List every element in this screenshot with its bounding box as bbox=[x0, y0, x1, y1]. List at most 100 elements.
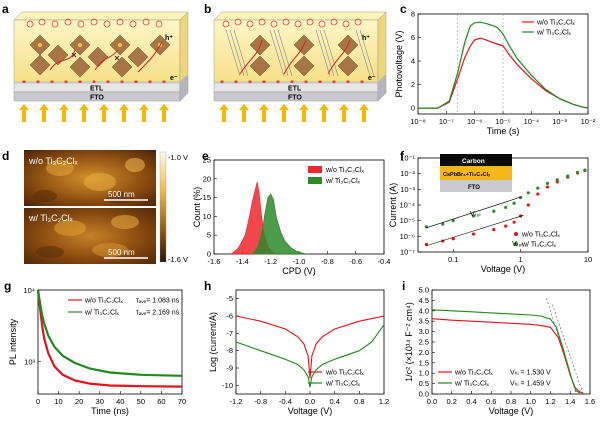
legend-label: w/ Ti₃C₂Clₓ bbox=[454, 381, 490, 388]
vtfl-label-with: Vₜₒₗ bbox=[470, 211, 481, 218]
y-axis-label: Count (%) bbox=[192, 187, 202, 228]
y-tick-label: 25 bbox=[203, 156, 211, 165]
series-line-with bbox=[418, 21, 589, 109]
x-tick-label: 40 bbox=[116, 397, 124, 406]
panel-g-frame bbox=[37, 289, 183, 395]
inset-carbon-layer bbox=[440, 154, 512, 166]
inset-carbon-label: Carbon bbox=[462, 158, 485, 165]
data-point-without bbox=[512, 220, 516, 224]
y-tick-label: 2.0 bbox=[419, 348, 429, 357]
inset-perovskite-layer bbox=[440, 166, 512, 180]
data-point-with bbox=[555, 178, 559, 182]
scalebar-top-label: 500 nm bbox=[108, 190, 135, 199]
x-axis-label: Voltage (V) bbox=[288, 406, 333, 416]
charge-paths-b bbox=[239, 39, 351, 75]
x-tick-label: 10⁻⁷ bbox=[439, 117, 454, 126]
y-tick-label: 10⁻⁷ bbox=[400, 248, 415, 257]
y-tick-label: 0.0 bbox=[419, 390, 429, 399]
y-axis-label: Photovoltage (V) bbox=[394, 30, 404, 97]
box-side-face-b bbox=[377, 11, 387, 83]
y-tick-label: 15 bbox=[203, 193, 211, 202]
y-tick-label: 10⁻⁶ bbox=[400, 232, 415, 241]
series-area-with bbox=[251, 193, 308, 255]
y-tick-label: 1.0 bbox=[419, 369, 429, 378]
data-point-with bbox=[471, 214, 476, 218]
x-tick-label: -1.4 bbox=[236, 257, 249, 266]
legend-label: w/o Ti₃C₂Clₓ bbox=[536, 20, 576, 27]
legend-swatch bbox=[308, 177, 322, 184]
data-point-with bbox=[566, 174, 570, 178]
light-arrows-b bbox=[219, 104, 369, 122]
y-tick-label: 3.5 bbox=[419, 317, 429, 326]
x-tick-label: 10⁻⁵ bbox=[495, 117, 510, 126]
legend-label: w/ Ti₃C₂Clₓ bbox=[521, 242, 557, 249]
y-tick-label: 5.0 bbox=[419, 286, 429, 295]
y-tick-label: 10⁻⁵ bbox=[400, 216, 415, 225]
y-tick-label: 10³ bbox=[24, 357, 35, 366]
panel-letter-d: d bbox=[2, 149, 9, 163]
y-tick-label: 10 bbox=[203, 212, 211, 221]
mxene-sheets bbox=[225, 29, 375, 77]
vbi-label: Vₕᵢ = 1.530 V bbox=[510, 370, 551, 377]
x-axis-label: CPD (V) bbox=[282, 266, 316, 276]
legend-marker bbox=[514, 242, 518, 246]
x-tick-label: 0.2 bbox=[447, 397, 457, 406]
y-tick-label: -7 bbox=[226, 329, 233, 338]
colorbar-max: -1.0 V bbox=[168, 153, 188, 162]
y-tick-label: -8 bbox=[226, 346, 233, 355]
chart-panel-c: c 10⁻⁸ 10⁻⁷ 10⁻⁶ 10⁻⁵ 10⁻⁴ 10⁻³ 10⁻² 0 2 4 6 8 w/o Ti… bbox=[394, 2, 596, 136]
series-line-without bbox=[418, 37, 589, 109]
legend-label: w/ Ti₃C₂Clₓ bbox=[325, 178, 361, 185]
panel-letter-f: f bbox=[400, 149, 405, 163]
panel-d-kpfm-maps: d w/o Ti₃C₂Clₓ 500 nm w/ Ti₃C₂Clₓ 500 nm… bbox=[2, 149, 188, 264]
x-axis-label: Time (ns) bbox=[91, 406, 129, 416]
vbi-label: Vₕᵢ = 1.459 V bbox=[510, 381, 551, 388]
y-tick-label: 0 bbox=[411, 104, 415, 113]
x-tick-label: 20 bbox=[75, 397, 83, 406]
perovskite-layer-b bbox=[213, 19, 379, 83]
x-tick-label: -1.6 bbox=[208, 257, 221, 266]
data-point-without bbox=[526, 203, 530, 207]
data-point-with bbox=[526, 191, 530, 195]
data-point-with bbox=[504, 205, 508, 210]
substrate-side-b bbox=[377, 74, 387, 102]
afm-grains-bottom bbox=[36, 215, 139, 258]
y-tick-label: 10⁴ bbox=[23, 286, 35, 295]
data-point-without bbox=[471, 232, 476, 236]
etl-label-b: ETL bbox=[288, 86, 302, 93]
panel-letter-i: i bbox=[402, 279, 405, 293]
y-tick-label: 10⁻¹ bbox=[400, 154, 415, 163]
charge-paths bbox=[49, 41, 163, 73]
electron-label-a: e⁻ bbox=[170, 75, 178, 82]
data-point-without bbox=[492, 227, 496, 232]
y-tick-label: 4 bbox=[411, 57, 415, 66]
ohmic-fit-line-without bbox=[426, 215, 524, 247]
x-tick-label: 10⁻⁶ bbox=[467, 117, 482, 126]
data-point-with bbox=[575, 170, 580, 175]
legend-label: w/o Ti₃C₂Clₓ bbox=[325, 370, 365, 377]
x-tick-label: -0.4 bbox=[279, 397, 292, 406]
hole-label-a: h⁺ bbox=[165, 35, 173, 42]
data-point-with bbox=[545, 181, 550, 185]
legend-swatch bbox=[308, 166, 322, 173]
panel-letter-h: h bbox=[204, 279, 211, 293]
tangent-line-with bbox=[546, 298, 577, 395]
data-point-with bbox=[519, 195, 523, 200]
legend-label: w/o Ti₃C₂Clₓ bbox=[325, 167, 365, 174]
y-tick-label: -9 bbox=[226, 364, 233, 373]
x-tick-label: 1.6 bbox=[585, 397, 595, 406]
x-tick-label: 0.8 bbox=[354, 397, 364, 406]
chart-panel-h: h -1.2 -0.8 -0.4 0.0 0.4 0.8 1.2 -10 -9 -8 -7 -6 -5 w/… bbox=[204, 279, 389, 416]
x-tick-label: 10 bbox=[584, 255, 592, 264]
y-axis-label: PL intensity bbox=[8, 318, 18, 365]
x-tick-label: -1.2 bbox=[264, 257, 277, 266]
x-tick-label: -0.6 bbox=[349, 257, 362, 266]
data-point-with bbox=[512, 201, 516, 205]
kpfm-label-with: w/ Ti₃C₂Clₓ bbox=[28, 213, 73, 223]
ohmic-fit-line-with bbox=[426, 196, 521, 229]
y-tick-label: 4.0 bbox=[419, 306, 429, 315]
fto-label-a: FTO bbox=[90, 95, 104, 102]
perovskite-octahedra bbox=[29, 34, 171, 78]
panel-f-device-inset: Carbon CsPbBr₃+Ti₃C₂Clₓ FTO bbox=[440, 154, 512, 192]
y-tick-label: 1.5 bbox=[419, 358, 429, 367]
